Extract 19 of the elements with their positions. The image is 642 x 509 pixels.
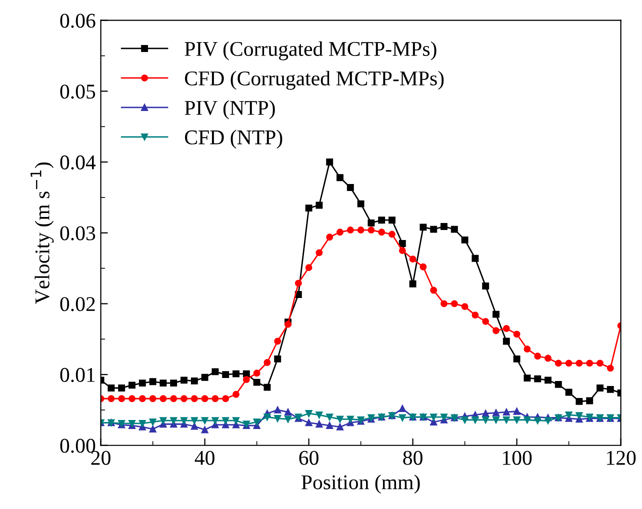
- x-axis-title: Position (mm): [302, 474, 420, 494]
- y-tick-label: 0.03: [60, 226, 96, 240]
- legend-label: PIV (Corrugated MCTP-MPs): [184, 41, 436, 60]
- y-tick-label: 0.06: [60, 14, 96, 28]
- y-tick-label: 0.04: [60, 155, 96, 170]
- y-tick-label: 0.00: [60, 438, 96, 453]
- x-tick-label: 120: [607, 450, 636, 465]
- legend-label: CFD (NTP): [184, 130, 282, 149]
- legend-label: CFD (Corrugated MCTP-MPs): [184, 70, 444, 90]
- x-tick-label: 40: [194, 450, 214, 465]
- x-tick-label: 20: [91, 450, 110, 465]
- legend-label: PIV (NTP): [184, 100, 275, 120]
- x-tick-label: 60: [299, 450, 318, 465]
- y-tick-label: 0.02: [60, 297, 95, 312]
- x-tick-label: 80: [403, 450, 422, 465]
- x-tick-label: 100: [503, 450, 532, 465]
- y-tick-label: 0.05: [60, 84, 96, 99]
- y-axis-title: Velocity (m s$^{−1}$): [30, 162, 54, 304]
- y-tick-label: 0.01: [60, 368, 95, 382]
